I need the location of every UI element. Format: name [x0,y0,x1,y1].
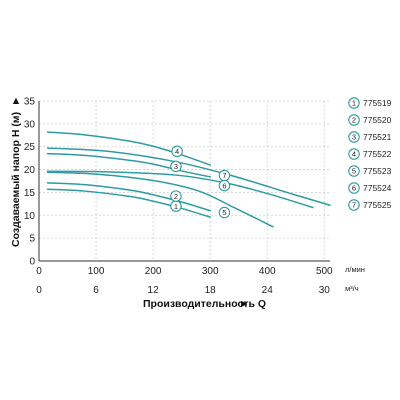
x-secondary-tick-label: 24 [262,285,274,296]
curve-marker-number-3: 3 [174,162,178,171]
legend-entry-775523: 775523 [363,166,392,176]
curve-marker-circle-4 [171,145,183,158]
legend-marker-circle [348,148,360,160]
legend-marker-number: 7 [352,201,356,210]
y-axis-title: Создаваемый напор H (м) [10,112,22,247]
legend-entry-775520: 775520 [363,115,392,125]
series-line-5 [46,171,274,228]
curve-marker-number-6: 6 [222,181,226,190]
y-tick-label: 25 [24,142,36,153]
legend-marker-number: 5 [352,167,356,176]
x-tick-label: 500 [316,266,333,277]
series-line-6 [46,170,314,209]
y-axis-arrow: ► [10,96,22,106]
x-secondary-tick-label: 12 [148,285,160,296]
legend-entry-775522: 775522 [363,149,392,159]
curve-marker-circle-5 [218,206,231,219]
x-tick-label: 400 [259,266,276,277]
legend-entry-775521: 775521 [363,132,392,142]
legend: 1 775519 2 775520 3 775521 4 775522 5 775523 6 7755… [348,97,392,211]
legend-marker-number: 2 [352,116,356,125]
x-secondary-tick-label: 30 [319,285,331,296]
legend-entry-775525: 775525 [363,200,392,210]
series-line-1 [46,188,211,218]
x-secondary-tick-label: 0 [36,285,42,296]
curve-marker-circle-7 [218,169,231,182]
y-tick-label: 15 [24,188,36,199]
curve-marker-circle-2 [170,190,182,202]
grid [39,100,330,261]
x-tick-label: 200 [145,266,162,277]
x-tick-label: 0 [36,266,42,277]
x-axis-arrow: ► [239,298,249,310]
legend-marker-circle [348,182,360,194]
series-line-3 [46,152,211,178]
series-line-4 [46,131,211,166]
y-tick-label: 30 [24,119,36,130]
curve-marker-number-2: 2 [174,192,178,201]
legend-marker-circle [348,131,360,143]
y-tick-label: 10 [24,211,36,222]
curve-marker-number-7: 7 [222,171,226,180]
legend-marker-number: 6 [352,184,356,193]
x-secondary-tick-label: 6 [93,285,99,296]
x-tick-label: 300 [202,266,219,277]
curve-marker-number-4: 4 [175,147,179,156]
y-tick-label: 0 [29,257,35,268]
legend-entry-775519: 775519 [363,98,392,108]
x-tick-label: 100 [88,266,105,277]
series-curves [46,131,331,228]
x-unit-primary: л/мин [345,265,365,274]
curve-markers: 12 3 4 5 67 [170,145,231,219]
x-secondary-tick-label: 18 [205,285,217,296]
legend-marker-circle [348,165,360,177]
series-line-7 [46,147,331,206]
y-tick-label: 5 [29,234,35,245]
axes [38,101,330,262]
legend-marker-number: 4 [352,150,356,159]
legend-marker-circle [348,114,360,126]
y-tick-label: 35 [24,97,36,108]
series-line-2 [46,182,211,212]
x-unit-secondary: м³/ч [345,284,359,293]
x-axis-title: Производительность Q [143,298,266,310]
curve-marker-number-5: 5 [222,208,226,217]
legend-entry-775524: 775524 [363,183,392,193]
curve-marker-number-1: 1 [174,202,178,211]
legend-marker-circle [348,97,360,109]
legend-marker-circle [348,199,360,211]
curve-marker-circle-3 [170,160,182,173]
legend-marker-number: 3 [352,133,356,142]
y-tick-label: 20 [24,165,36,176]
legend-marker-number: 1 [352,99,356,108]
